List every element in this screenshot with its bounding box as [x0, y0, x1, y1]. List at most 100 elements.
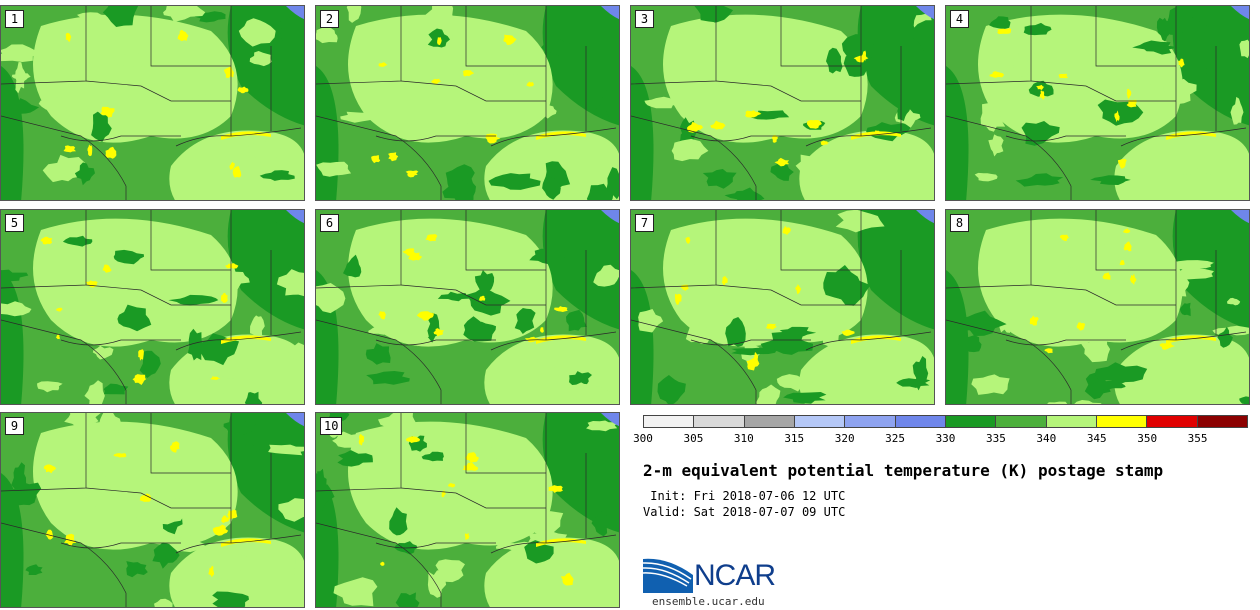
field-patch [337, 450, 373, 467]
dark-field-region [542, 413, 619, 533]
colorbar-tick: 345 [1086, 432, 1107, 445]
boundary-line [1, 522, 127, 607]
field-patch [411, 316, 431, 347]
field-patch [92, 345, 114, 360]
field-patch [725, 317, 746, 347]
colorbar-bin [794, 416, 846, 427]
boundary-line [690, 339, 811, 346]
boundary-line [690, 135, 811, 142]
member-panel: 5 [0, 209, 305, 405]
colorbar-bin [996, 416, 1047, 427]
field-patch [779, 326, 817, 339]
member-number-label: 10 [320, 417, 343, 435]
high-theta-e-patch [213, 524, 229, 536]
high-theta-e-patch [425, 234, 438, 242]
field-patch [703, 237, 737, 270]
field-patch [316, 161, 352, 177]
field-patch [75, 449, 116, 482]
field-patch [213, 361, 253, 379]
field-patch [270, 179, 303, 197]
colorbar [643, 415, 1248, 428]
high-theta-e-patch [997, 28, 1012, 35]
member-panel: 10 [315, 412, 620, 608]
high-theta-e-patch [169, 441, 180, 453]
field-patch [958, 335, 982, 353]
high-theta-e-patch [553, 306, 568, 312]
colorbar-tick: 300 [633, 432, 653, 445]
field-patch [514, 308, 536, 334]
dark-field-region [542, 210, 619, 330]
field-patch [126, 561, 148, 578]
high-theta-e-patch [227, 509, 238, 520]
high-theta-e-patch [220, 292, 228, 303]
field-patch [284, 342, 304, 360]
boundary-line [175, 127, 302, 147]
field-patch [770, 160, 794, 181]
field-patch [1, 269, 29, 282]
field-patch [214, 270, 250, 289]
field-patch [238, 18, 276, 47]
colorbar-bin [895, 416, 946, 427]
field-patch [64, 413, 101, 428]
high-theta-e-patch [771, 134, 778, 143]
field-patch [895, 343, 922, 368]
field-patch [139, 350, 161, 378]
field-patch [365, 343, 391, 365]
field-patch [143, 61, 185, 78]
ensemble-map [631, 6, 934, 200]
boundary-line [375, 135, 496, 142]
field-patch [1239, 396, 1249, 404]
field-patch [638, 309, 664, 333]
field-patch [103, 383, 129, 395]
high-theta-e-patch [87, 144, 93, 157]
boundary-line [1095, 6, 1176, 67]
high-theta-e-patch [65, 32, 72, 43]
high-theta-e-patch [232, 166, 242, 178]
high-theta-e-patch [1123, 241, 1132, 252]
lake-patch [601, 6, 619, 20]
field-patch [212, 591, 249, 607]
field-patch [1146, 71, 1167, 91]
field-patch [529, 248, 566, 265]
field-patch [113, 249, 144, 265]
high-theta-e-patch [40, 236, 53, 245]
member-panel: 1 [0, 5, 305, 201]
high-theta-e-patch [782, 225, 791, 235]
dark-field-region [857, 210, 934, 330]
boundary-line [400, 284, 546, 306]
high-theta-e-patch [462, 70, 475, 77]
field-patch [249, 51, 272, 67]
dark-field-region [1, 473, 24, 607]
high-theta-e-patch [1058, 73, 1069, 79]
field-patch [316, 481, 335, 513]
field-patch [1015, 173, 1064, 187]
field-patch [866, 122, 912, 142]
member-number-label: 3 [635, 10, 654, 28]
colorbar-bin [694, 416, 745, 427]
high-theta-e-patch [1059, 234, 1069, 242]
field-patch [524, 540, 554, 564]
member-number-label: 4 [950, 10, 969, 28]
field-patch [102, 6, 139, 27]
field-patch [135, 510, 150, 534]
field-patch [1094, 362, 1148, 386]
field-patch [1186, 72, 1229, 92]
field-patch [795, 149, 833, 180]
field-patch [154, 598, 173, 607]
field-patch [113, 428, 155, 443]
boundary-line [316, 115, 442, 200]
field-patch [989, 16, 1011, 30]
field-patch [452, 24, 477, 56]
field-patch [783, 392, 827, 404]
high-theta-e-patch [1178, 58, 1185, 68]
high-theta-e-patch [526, 81, 535, 87]
colorbar-tick: 335 [985, 432, 1006, 445]
dark-field-region [227, 210, 304, 330]
high-theta-e-patch [464, 532, 470, 540]
field-patch [238, 443, 261, 455]
field-patch [1012, 50, 1031, 78]
field-patch [835, 210, 885, 233]
high-theta-e-patch [405, 436, 420, 443]
high-theta-e-patch [1117, 158, 1127, 169]
boundary-line [150, 210, 231, 271]
